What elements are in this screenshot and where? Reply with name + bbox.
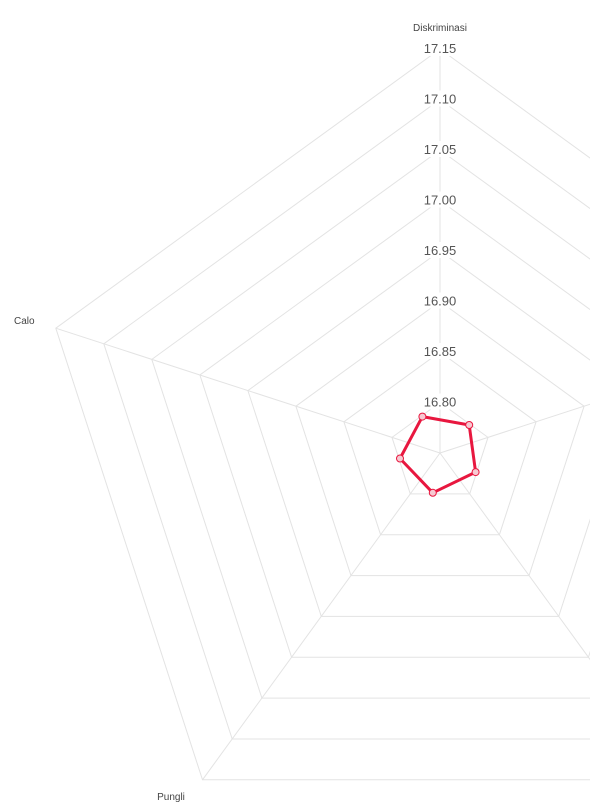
tick-label-backdrop <box>421 393 459 410</box>
tick-label-backdrop <box>421 292 459 309</box>
spoke-layer <box>55 49 590 781</box>
series-layer <box>396 412 480 497</box>
axis-spoke <box>439 452 590 661</box>
grid-ring <box>103 98 590 740</box>
series-point[interactable] <box>471 468 480 477</box>
series-point[interactable] <box>396 454 404 463</box>
series-point[interactable] <box>465 421 474 429</box>
tick-label: 17.10 <box>424 92 457 107</box>
grid-ring <box>55 48 590 781</box>
axis-labels: Diskriminasi Pungli Calo <box>14 23 467 802</box>
tick-label-backdrop <box>421 242 459 258</box>
axis-spoke <box>439 403 590 454</box>
series-point[interactable] <box>428 488 437 497</box>
tick-label-backdrop <box>421 141 459 157</box>
series-point[interactable] <box>418 412 427 421</box>
tick-label: 16.90 <box>424 294 457 309</box>
grid-ring <box>151 149 590 699</box>
grid-ring <box>247 250 590 617</box>
tick-label: 17.15 <box>424 41 457 56</box>
grid-layer <box>55 48 590 781</box>
tick-label: 16.95 <box>424 243 457 258</box>
axis-spoke <box>55 327 441 454</box>
tick-label: 16.85 <box>424 344 457 359</box>
grid-ring <box>343 351 537 536</box>
tick-labels: 16.80 16.85 16.90 16.95 17.00 17.05 17.10 17.15 <box>421 40 459 410</box>
tick-label-backdrop <box>421 343 459 359</box>
axis-spoke <box>202 452 441 781</box>
series-outline <box>398 415 478 495</box>
grid-ring <box>199 199 590 658</box>
tick-label: 17.00 <box>424 193 457 208</box>
tick-label: 16.80 <box>424 395 457 410</box>
tick-label: 17.05 <box>424 142 457 157</box>
tick-label-backdrop <box>421 90 459 107</box>
tick-label-backdrop <box>421 191 459 208</box>
grid-ring <box>295 300 585 577</box>
grid-ring <box>391 401 489 495</box>
axis-label: Pungli <box>157 792 185 802</box>
tick-label-backdrop <box>421 40 459 56</box>
axis-label: Diskriminasi <box>413 23 467 34</box>
axis-label: Calo <box>14 316 35 327</box>
